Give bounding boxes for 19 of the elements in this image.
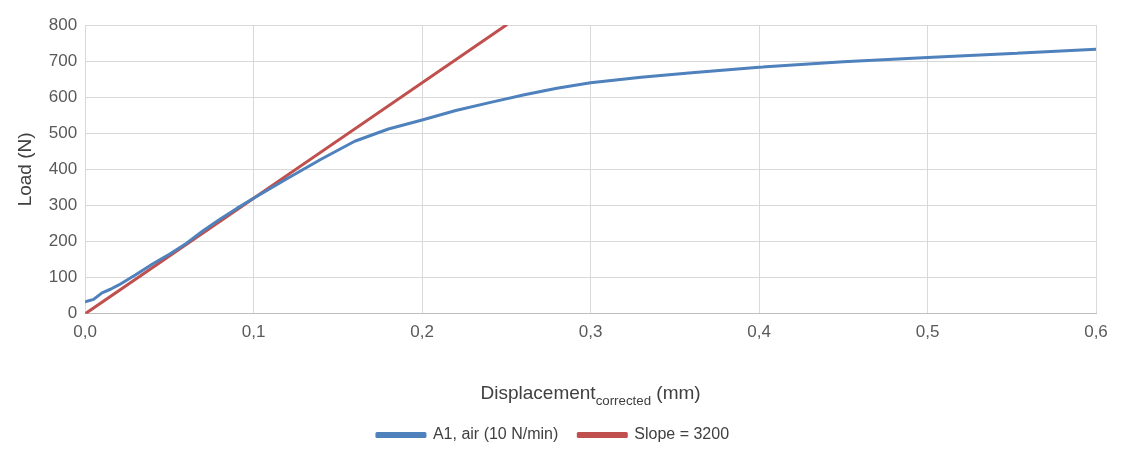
y-tick-label: 100	[48, 267, 78, 287]
y-tick-label: 0	[67, 303, 78, 323]
y-tick-label: 300	[48, 195, 78, 215]
y-tick-label: 700	[48, 50, 78, 70]
y-tick-label: 400	[48, 159, 78, 179]
x-tick-label: 0,0	[73, 321, 97, 341]
x-tick-label: 0,2	[410, 321, 434, 341]
legend-label: A1, air (10 N/min)	[432, 425, 559, 443]
x-tick-label: 0,6	[1084, 321, 1108, 341]
x-tick-label: 0,4	[747, 321, 771, 341]
y-tick-label: 800	[48, 14, 78, 34]
y-axis-title: Load (N)	[13, 132, 35, 207]
x-tick-label: 0,3	[578, 321, 603, 341]
y-tick-label: 200	[48, 231, 78, 251]
legend-label: Slope = 3200	[634, 425, 730, 443]
x-tick-label: 0,5	[915, 321, 940, 341]
y-tick-label: 600	[48, 86, 78, 106]
x-tick-label: 0,1	[241, 321, 266, 341]
y-tick-label: 500	[48, 122, 78, 142]
